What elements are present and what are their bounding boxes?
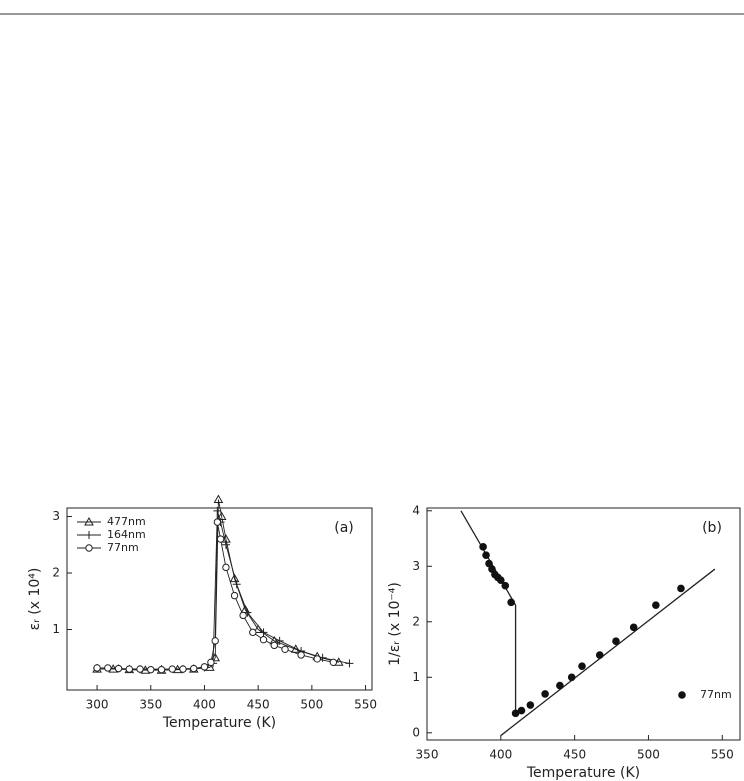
marker xyxy=(677,584,685,593)
x-tick-label: 350 xyxy=(416,748,439,762)
x-tick-label: 450 xyxy=(563,748,586,762)
marker xyxy=(222,563,230,572)
marker xyxy=(297,651,305,659)
marker xyxy=(501,581,510,590)
legend-label: 77nm xyxy=(107,541,139,554)
y-tick-label: 1 xyxy=(412,670,420,684)
marker xyxy=(179,665,187,673)
plot-frame xyxy=(426,507,741,741)
y-tick-label: 3 xyxy=(52,509,60,523)
marker xyxy=(259,628,268,637)
panel-label: (a) xyxy=(334,520,354,536)
marker xyxy=(281,645,289,654)
marker xyxy=(147,665,155,674)
marker xyxy=(136,665,144,673)
marker xyxy=(329,658,338,667)
marker xyxy=(213,506,222,515)
x-tick-label: 500 xyxy=(300,698,323,712)
marker xyxy=(541,690,549,698)
marker xyxy=(482,551,490,559)
y-tick-label: 2 xyxy=(412,614,420,628)
legend-label: 77nm xyxy=(700,688,732,701)
marker xyxy=(232,580,241,589)
marker xyxy=(567,673,576,682)
marker xyxy=(253,624,264,634)
marker xyxy=(216,511,227,520)
marker xyxy=(259,635,268,644)
y-tick-label: 4 xyxy=(412,503,420,517)
marker xyxy=(85,544,93,552)
legend-label: 164nm xyxy=(107,528,146,541)
marker xyxy=(595,651,604,659)
marker xyxy=(200,663,209,671)
y-tick-label: 1 xyxy=(52,622,60,636)
marker xyxy=(157,665,166,674)
y-tick-label: 0 xyxy=(412,725,420,739)
marker xyxy=(629,623,638,632)
marker xyxy=(678,691,686,699)
marker xyxy=(213,494,224,504)
x-tick-label: 550 xyxy=(711,748,734,762)
marker xyxy=(479,543,487,551)
panel-label: (b) xyxy=(702,520,722,536)
x-tick-label: 400 xyxy=(489,748,512,762)
marker xyxy=(84,516,94,526)
marker xyxy=(168,665,176,673)
marker xyxy=(229,573,240,583)
fit-line xyxy=(500,568,716,737)
marker xyxy=(511,709,520,718)
x-tick-label: 400 xyxy=(193,698,216,712)
y-axis-label: 1/εᵣ (x 10⁻⁴) xyxy=(387,582,403,666)
marker xyxy=(221,540,230,549)
x-tick-label: 450 xyxy=(247,698,270,712)
marker xyxy=(526,701,535,709)
marker xyxy=(517,706,526,715)
x-tick-label: 550 xyxy=(354,698,377,712)
marker xyxy=(313,655,321,663)
y-tick-label: 3 xyxy=(412,559,420,573)
plot-frame xyxy=(66,507,373,691)
marker xyxy=(652,601,660,609)
marker xyxy=(207,658,215,667)
marker xyxy=(125,665,133,673)
marker xyxy=(213,518,222,526)
marker xyxy=(85,531,93,539)
marker xyxy=(290,644,301,653)
marker xyxy=(216,535,225,543)
marker xyxy=(612,637,620,646)
marker xyxy=(239,611,247,620)
marker xyxy=(230,591,239,600)
legend-label: 477nm xyxy=(107,515,146,528)
marker xyxy=(270,641,278,650)
marker xyxy=(507,598,515,607)
y-tick-label: 2 xyxy=(52,566,60,580)
x-axis-label: Temperature (K) xyxy=(526,765,640,781)
marker xyxy=(104,664,112,672)
x-tick-label: 350 xyxy=(139,698,162,712)
fit-line xyxy=(460,510,517,714)
x-tick-label: 500 xyxy=(637,748,660,762)
marker xyxy=(345,659,354,668)
marker xyxy=(556,681,564,690)
y-axis-label: εᵣ (x 10⁴) xyxy=(27,568,43,631)
marker xyxy=(497,576,505,584)
marker xyxy=(190,664,198,673)
x-axis-label: Temperature (K) xyxy=(162,715,276,731)
marker xyxy=(249,628,257,637)
marker xyxy=(275,636,284,645)
marker xyxy=(578,662,586,670)
x-tick-label: 300 xyxy=(86,698,109,712)
marker xyxy=(93,664,101,672)
series-line xyxy=(97,499,339,671)
marker xyxy=(211,637,219,645)
marker xyxy=(114,664,123,673)
